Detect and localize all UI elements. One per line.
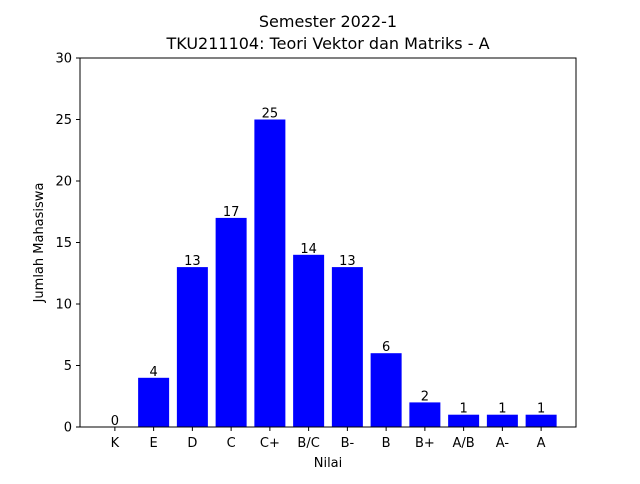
data-label-3: 17 <box>223 205 240 220</box>
data-label-11: 1 <box>537 402 545 417</box>
chart-title: Semester 2022-1 <box>259 12 397 31</box>
bar-4 <box>254 119 286 427</box>
x-tick-label-11: A <box>537 436 546 451</box>
bar-2 <box>176 267 208 427</box>
data-label-1: 4 <box>149 365 157 380</box>
bar-1 <box>138 377 170 427</box>
x-tick-label-8: B+ <box>415 436 435 451</box>
y-tick-label-2: 10 <box>55 298 72 313</box>
x-tick-label-5: B/C <box>297 436 319 451</box>
chart-subtitle: TKU211104: Teori Vektor dan Matriks - A <box>165 34 489 53</box>
y-tick-label-3: 15 <box>55 236 72 251</box>
y-tick-label-4: 20 <box>55 175 72 190</box>
x-tick-label-6: B- <box>341 436 355 451</box>
x-tick-label-7: B <box>382 436 391 451</box>
data-label-10: 1 <box>498 402 506 417</box>
data-labels-layer: 0 4 13 17 25 14 13 6 2 1 1 1 <box>111 107 546 430</box>
x-tick-label-3: C <box>227 436 236 451</box>
data-label-0: 0 <box>111 414 119 429</box>
bar-7 <box>370 353 402 427</box>
bar-5 <box>293 254 325 427</box>
x-tick-label-2: D <box>187 436 197 451</box>
y-tick-label-1: 5 <box>64 359 72 374</box>
data-label-7: 6 <box>382 340 390 355</box>
bar-9 <box>448 414 480 427</box>
data-label-9: 1 <box>459 402 467 417</box>
data-label-8: 2 <box>421 389 429 404</box>
bar-10 <box>486 414 518 427</box>
bar-11 <box>525 414 557 427</box>
y-tick-label-6: 30 <box>55 52 72 67</box>
bar-8 <box>409 402 441 427</box>
x-tick-label-4: C+ <box>260 436 280 451</box>
y-tick-label-0: 0 <box>64 421 72 436</box>
x-tick-label-10: A- <box>496 436 510 451</box>
plot-frame <box>79 57 577 428</box>
data-label-4: 25 <box>262 107 279 122</box>
y-tick-label-5: 25 <box>55 113 72 128</box>
data-label-6: 13 <box>339 254 356 269</box>
x-tick-label-1: E <box>150 436 158 451</box>
y-axis-label: Jumlah Mahasiswa <box>32 183 47 304</box>
data-label-2: 13 <box>184 254 201 269</box>
y-axis: 0 5 10 15 20 25 30 <box>55 52 80 436</box>
x-tick-label-9: A/B <box>453 436 475 451</box>
bars-layer <box>138 119 557 427</box>
x-axis-label: Nilai <box>314 456 343 471</box>
bar-3 <box>215 217 247 427</box>
bar-6 <box>331 267 363 427</box>
x-axis: K E D C C+ B/C B- B B+ A/B A- A <box>111 427 546 451</box>
x-tick-label-0: K <box>111 436 120 451</box>
data-label-5: 14 <box>300 242 317 257</box>
